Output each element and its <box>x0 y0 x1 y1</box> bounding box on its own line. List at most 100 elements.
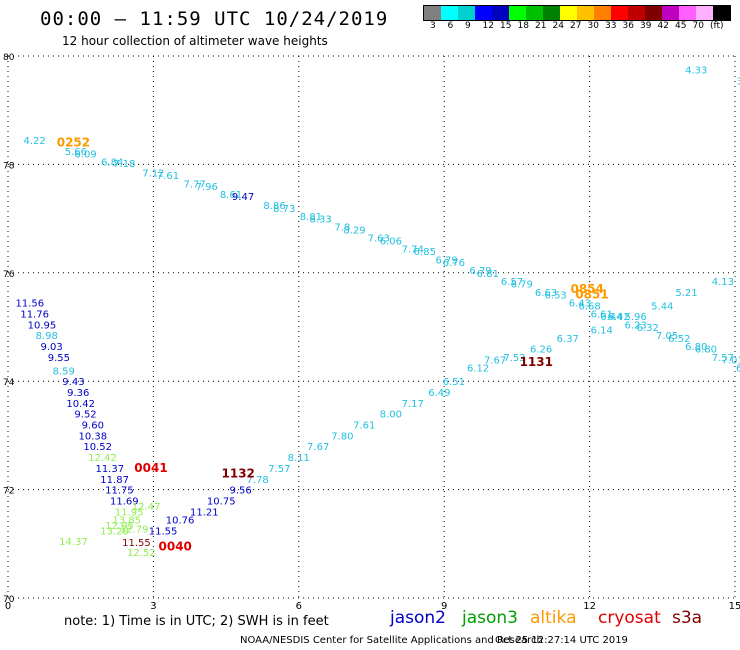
y-tick-label: 78 <box>3 161 15 171</box>
wave-height-label: 12.79 <box>120 525 149 536</box>
pass-time-label: 1131 <box>520 355 553 369</box>
wave-height-label: 6.14 <box>591 326 613 337</box>
chart-title: 00:00 — 11:59 UTC 10/24/2019 <box>40 8 389 30</box>
wave-height-label: 7.80 <box>331 431 353 442</box>
colorbar-tick-label: 27 <box>570 21 582 31</box>
wave-height-label: 8.98 <box>36 331 58 342</box>
wave-height-label: 7.61 <box>157 171 179 182</box>
wave-height-label: 6.32 <box>637 323 659 334</box>
colorbar-swatch <box>645 6 662 20</box>
wave-height-label: 7.53 <box>503 353 525 364</box>
wave-height-label: 11.55 <box>149 526 178 537</box>
wave-height-label: 4.22 <box>24 136 46 147</box>
wave-height-label: 6.57 <box>501 277 523 288</box>
wave-height-label: 8.61 <box>220 190 242 201</box>
wave-height-label: 5.66 <box>65 147 87 158</box>
wave-height-label: 13.28 <box>100 526 129 537</box>
y-tick-label: 72 <box>3 487 14 497</box>
pass-time-label: 1132 <box>222 466 255 480</box>
wave-height-label: 6.12 <box>467 364 489 375</box>
pass-time-label: 0851 <box>575 287 608 301</box>
wave-height-label: 11.69 <box>110 496 139 507</box>
wave-height-label: 8.81 <box>300 212 322 223</box>
wave-height-label: 6.37 <box>557 334 579 345</box>
data-points: 4.225.666.096.847.187.127.617.777.968.61… <box>15 66 740 559</box>
wave-height-label: 7.05 <box>656 331 678 342</box>
wave-height-label: 9.43 <box>62 377 84 388</box>
footer-timestamp: Oct 25 12:27:14 UTC 2019 <box>495 635 628 646</box>
colorbar-tick-label: 9 <box>465 21 471 31</box>
legend-altika: altika <box>530 608 577 628</box>
wave-height-label: 8.33 <box>309 215 331 226</box>
wave-height-label: 9.56 <box>230 486 252 497</box>
colorbar-swatch <box>492 6 509 20</box>
wave-height-label: 9.52 <box>74 410 96 421</box>
wave-height-label: 8.11 <box>288 453 310 464</box>
y-tick-label: 74 <box>3 378 15 388</box>
wave-height-label: 9.55 <box>48 353 70 364</box>
colorbar-swatch <box>543 6 560 20</box>
colorbar-swatch <box>577 6 594 20</box>
wave-height-label: 11.21 <box>190 507 219 518</box>
wave-height-label: 11.87 <box>100 475 129 486</box>
colorbar-tick-label: 39 <box>640 21 652 31</box>
colorbar-swatch <box>509 6 526 20</box>
wave-height-label: 12.95 <box>105 521 134 532</box>
y-tick-label: 76 <box>3 270 15 280</box>
wave-height-label: 6.84 <box>101 158 123 169</box>
pass-time-label: 0854 <box>570 282 603 296</box>
wave-height-label: 4.33 <box>685 66 707 77</box>
colorbar-tick-label: 45 <box>675 21 687 31</box>
wave-height-label: 6.79 <box>511 280 533 291</box>
wave-height-label: 7.61 <box>353 421 375 432</box>
wave-height-label: 6.79 <box>435 255 457 266</box>
colorbar-swatch <box>594 6 611 20</box>
pass-time-label: 0041 <box>134 461 167 475</box>
wave-height-label: 7.18 <box>113 159 135 170</box>
colorbar-swatch <box>424 6 441 20</box>
wave-height-label: 11.95 <box>115 507 144 518</box>
wave-height-label: 7.01 <box>721 356 740 367</box>
colorbar-tick-label: 70 <box>692 21 704 31</box>
wave-height-label: 6.52 <box>668 334 690 345</box>
wave-height-label: 5.44 <box>651 301 673 312</box>
colorbar-swatch <box>458 6 475 20</box>
colorbar-swatch <box>628 6 645 20</box>
wave-height-label: 9.47 <box>232 192 254 203</box>
wave-height-label: 7.77 <box>183 179 205 190</box>
wave-height-label: 6.06 <box>380 236 402 247</box>
colorbar-tick-label: 15 <box>500 21 512 31</box>
wave-height-label: 11.56 <box>15 299 44 310</box>
colorbar-tick-label: 33 <box>605 21 617 31</box>
footer-note: note: 1) Time is in UTC; 2) SWH is in fe… <box>64 614 329 629</box>
wave-height-label: 11.75 <box>105 486 134 497</box>
wave-height-label: 7.17 <box>402 399 424 410</box>
wave-height-label: 11.76 <box>20 309 49 320</box>
wave-height-label: 5.96 <box>625 312 647 323</box>
wave-height-label: 7.57 <box>268 464 290 475</box>
wave-height-label: 12.47 <box>132 502 161 513</box>
wave-height-label: 6.09 <box>74 150 96 161</box>
wave-height-label: 4.13 <box>712 277 734 288</box>
legend-cryosat: cryosat <box>598 608 661 628</box>
wave-height-label: 8.59 <box>53 366 75 377</box>
wave-height-label: 6.68 <box>578 301 600 312</box>
wave-height-label: 6.80 <box>685 342 707 353</box>
colorbar-swatch <box>611 6 628 20</box>
wave-height-label: 10.76 <box>166 515 195 526</box>
y-tick-label: 70 <box>3 595 15 605</box>
pass-time-label: 0252 <box>57 136 90 150</box>
colorbar-ticks: 3 6 9 12 15 18 21 24 27 30 33 36 39 42 45 70 (ft) <box>430 21 728 31</box>
wave-height-label: 8.73 <box>273 204 295 215</box>
wave-height-label: 8.29 <box>343 225 365 236</box>
wave-height-label: 7.78 <box>246 475 268 486</box>
colorbar-swatch <box>526 6 543 20</box>
wave-height-label: 6.43 <box>569 299 591 310</box>
wave-height-label: 6.51 <box>443 377 465 388</box>
colorbar-tick-label: (ft) <box>710 21 724 31</box>
wave-height-label: 6.61 <box>591 309 613 320</box>
y-tick-label: 80 <box>3 53 15 63</box>
colorbar-swatch <box>560 6 577 20</box>
colorbar-tick-label: 18 <box>517 21 529 31</box>
